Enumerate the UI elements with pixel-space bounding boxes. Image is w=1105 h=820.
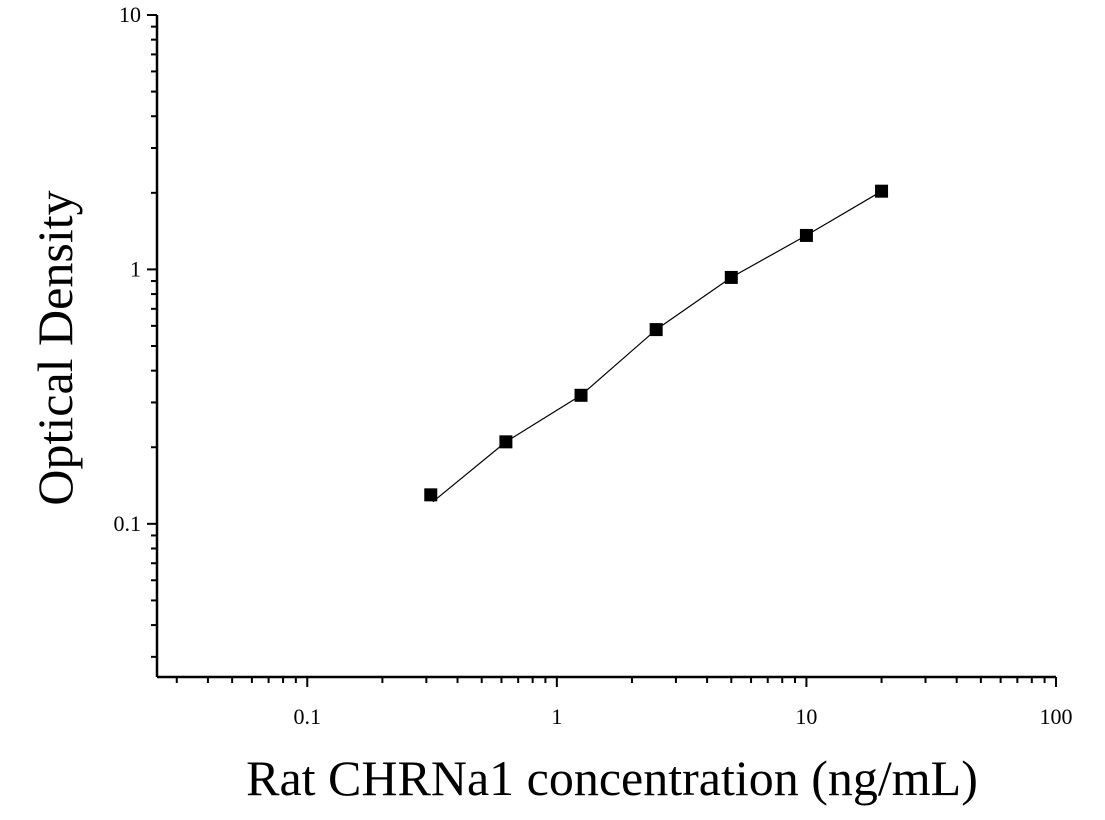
data-point	[875, 184, 889, 198]
x-tick-label: 0.1	[294, 704, 322, 729]
y-axis-title: Optical Density	[27, 190, 83, 505]
y-tick-label: 1	[130, 256, 141, 281]
fit-curve	[432, 190, 882, 503]
y-tick-label: 10	[119, 2, 141, 27]
data-point	[799, 228, 813, 242]
x-tick-label: 100	[1040, 704, 1073, 729]
data-point	[499, 435, 513, 449]
x-tick-label: 10	[795, 704, 817, 729]
fit-curve-group	[432, 190, 882, 503]
data-points	[424, 184, 889, 502]
y-tick-label: 0.1	[114, 511, 142, 536]
x-tick-label: 1	[551, 704, 562, 729]
x-axis-title: Rat CHRNa1 concentration (ng/mL)	[246, 750, 978, 806]
axes	[155, 15, 1056, 679]
data-point	[574, 388, 588, 402]
data-point	[424, 488, 438, 502]
data-point	[649, 323, 663, 337]
axis-ticks: 0.1 1 10 0.1 1 10 100	[114, 2, 1073, 729]
data-point	[724, 270, 738, 284]
